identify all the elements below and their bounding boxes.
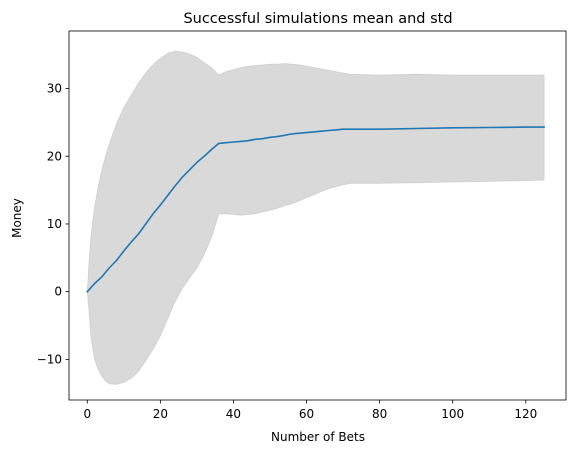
y-tick-label: 30 [47, 82, 62, 96]
y-axis: −10 0 10 20 30 [37, 82, 69, 366]
y-tick-label: 20 [47, 149, 62, 163]
x-tick-label: 0 [83, 407, 91, 421]
y-tick-label: −10 [37, 352, 62, 366]
mean-line [86, 126, 545, 293]
x-axis-label: Number of Bets [271, 430, 365, 444]
x-tick-label: 80 [372, 407, 387, 421]
plot-frame [68, 30, 567, 401]
chart-title: Successful simulations mean and std [183, 11, 452, 27]
x-tick-label: 120 [514, 407, 537, 421]
x-tick-label: 60 [299, 407, 314, 421]
plot-area [86, 50, 545, 385]
x-tick-label: 100 [441, 407, 464, 421]
y-tick-label: 0 [54, 285, 62, 299]
std-band [86, 50, 545, 385]
x-axis: 0 20 40 60 80 100 120 [83, 400, 537, 421]
x-tick-label: 40 [226, 407, 241, 421]
y-tick-label: 10 [47, 217, 62, 231]
x-tick-label: 20 [153, 407, 168, 421]
y-axis-label: Money [10, 198, 24, 238]
